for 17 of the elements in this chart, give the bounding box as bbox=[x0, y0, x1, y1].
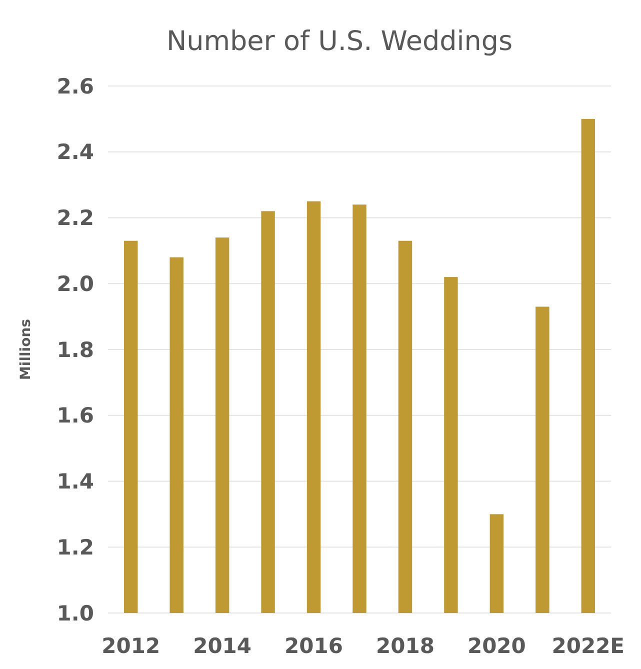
y-tick-label: 2.2 bbox=[56, 206, 94, 230]
y-tick-label: 1.8 bbox=[56, 338, 94, 362]
x-tick-label: 2012 bbox=[102, 634, 160, 658]
y-tick-label: 2.4 bbox=[56, 140, 94, 164]
y-tick-label: 1.6 bbox=[56, 404, 94, 428]
x-tick-label: 2018 bbox=[376, 634, 434, 658]
y-tick-label: 1.2 bbox=[56, 535, 94, 560]
y-tick-label: 1.4 bbox=[56, 470, 94, 494]
x-tick-label: 2022E bbox=[552, 634, 625, 658]
y-tick-label: 1.0 bbox=[56, 601, 94, 626]
x-tick-label: 2020 bbox=[467, 634, 526, 658]
y-axis-title: Millions bbox=[18, 318, 34, 380]
y-tick-label: 2.6 bbox=[56, 74, 94, 98]
x-tick-label: 2016 bbox=[284, 634, 343, 658]
y-tick-label: 2.0 bbox=[56, 272, 94, 296]
x-tick-label: 2014 bbox=[193, 634, 252, 658]
chart-title: Number of U.S. Weddings bbox=[166, 26, 513, 57]
